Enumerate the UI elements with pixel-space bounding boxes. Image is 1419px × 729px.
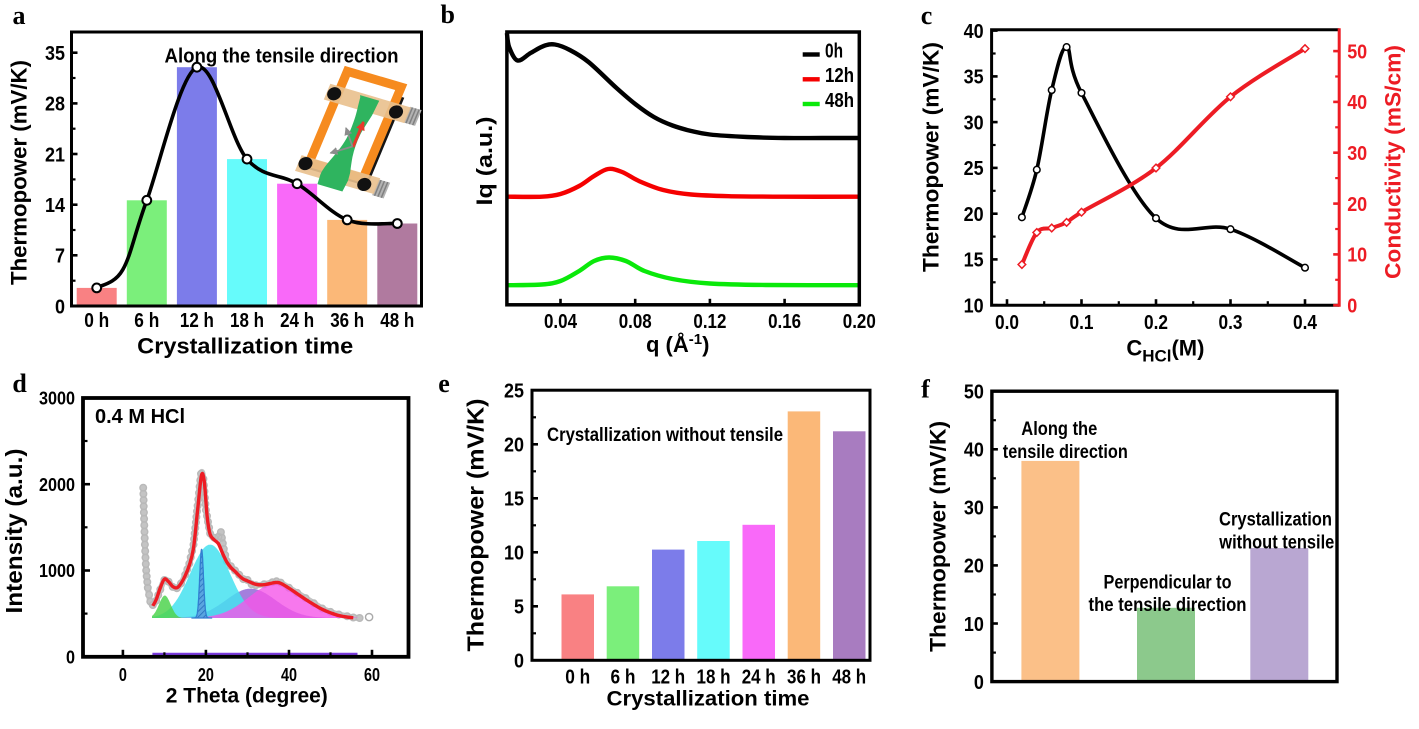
- svg-text:48 h: 48 h: [380, 310, 414, 332]
- svg-text:0.1: 0.1: [1070, 312, 1094, 334]
- svg-text:0: 0: [974, 672, 984, 694]
- svg-text:CHCl(M): CHCl(M): [1126, 336, 1204, 366]
- svg-text:d: d: [12, 369, 27, 398]
- svg-text:Crystallization: Crystallization: [1219, 509, 1332, 531]
- svg-text:Thermopower (mV/K): Thermopower (mV/K): [926, 421, 951, 652]
- svg-text:0.08: 0.08: [619, 311, 652, 333]
- svg-text:50: 50: [1347, 41, 1367, 63]
- svg-text:35: 35: [45, 43, 65, 65]
- svg-text:30: 30: [964, 498, 984, 520]
- svg-text:15: 15: [504, 489, 524, 511]
- svg-text:0.2: 0.2: [1144, 312, 1168, 334]
- svg-text:10: 10: [504, 543, 524, 565]
- svg-text:1000: 1000: [39, 561, 75, 581]
- svg-text:Thermopower (mV/K): Thermopower (mV/K): [918, 42, 943, 272]
- svg-text:21: 21: [45, 144, 65, 166]
- svg-text:48h: 48h: [825, 90, 854, 112]
- svg-text:30: 30: [1347, 143, 1367, 165]
- svg-text:tensile direction: tensile direction: [1003, 441, 1128, 463]
- svg-text:Thermopower (mV/K): Thermopower (mV/K): [463, 399, 489, 652]
- svg-text:0.0: 0.0: [995, 312, 1019, 334]
- svg-text:c: c: [921, 1, 933, 30]
- svg-text:40: 40: [964, 21, 984, 43]
- svg-text:20: 20: [964, 204, 984, 226]
- svg-text:36 h: 36 h: [787, 667, 821, 689]
- svg-text:0.3: 0.3: [1219, 312, 1243, 334]
- svg-text:0 h: 0 h: [565, 667, 590, 689]
- svg-text:0 h: 0 h: [84, 310, 109, 332]
- svg-text:40: 40: [281, 665, 297, 685]
- svg-text:12 h: 12 h: [180, 310, 214, 332]
- svg-text:e: e: [438, 369, 450, 398]
- svg-text:48 h: 48 h: [832, 667, 866, 689]
- svg-text:0.4: 0.4: [1293, 312, 1318, 334]
- svg-text:Along the tensile direction: Along the tensile direction: [165, 45, 399, 68]
- svg-text:25: 25: [504, 381, 524, 403]
- svg-text:40: 40: [1347, 92, 1367, 114]
- svg-text:7: 7: [55, 246, 65, 268]
- svg-text:Perpendicular to: Perpendicular to: [1104, 572, 1232, 594]
- svg-text:15: 15: [964, 250, 984, 272]
- svg-text:Thermopower (mV/K): Thermopower (mV/K): [7, 60, 32, 285]
- svg-text:18 h: 18 h: [697, 667, 731, 689]
- svg-text:0: 0: [514, 651, 524, 673]
- svg-text:10: 10: [1347, 245, 1367, 267]
- svg-text:0h: 0h: [825, 40, 843, 62]
- svg-text:30: 30: [964, 112, 984, 134]
- svg-text:36 h: 36 h: [330, 310, 364, 332]
- svg-text:0.04: 0.04: [544, 311, 578, 333]
- svg-text:a: a: [13, 1, 26, 30]
- svg-text:0: 0: [66, 647, 75, 667]
- svg-text:12 h: 12 h: [651, 667, 685, 689]
- svg-text:0: 0: [119, 665, 127, 685]
- svg-text:Crystallization time: Crystallization time: [137, 334, 353, 359]
- svg-text:0.4 M HCl: 0.4 M HCl: [95, 406, 185, 428]
- svg-text:Crystallization without tensil: Crystallization without tensile: [547, 424, 783, 446]
- svg-text:10: 10: [964, 296, 984, 318]
- svg-text:Iq (a.u.): Iq (a.u.): [472, 117, 497, 206]
- svg-text:50: 50: [964, 382, 984, 404]
- svg-text:Intensity (a.u.): Intensity (a.u.): [1, 449, 27, 614]
- svg-text:24 h: 24 h: [742, 667, 776, 689]
- svg-text:20: 20: [198, 665, 214, 685]
- svg-text:14: 14: [45, 195, 66, 217]
- svg-text:20: 20: [504, 435, 524, 457]
- svg-text:0.16: 0.16: [768, 311, 801, 333]
- svg-text:5: 5: [514, 597, 524, 619]
- svg-text:Conductivity (mS/cm): Conductivity (mS/cm): [1380, 45, 1405, 279]
- svg-text:0.20: 0.20: [843, 311, 876, 333]
- svg-text:28: 28: [45, 94, 65, 116]
- svg-text:20: 20: [964, 556, 984, 578]
- svg-text:25: 25: [964, 158, 984, 180]
- svg-text:0: 0: [55, 296, 65, 318]
- svg-text:Along the: Along the: [1021, 418, 1097, 440]
- svg-text:35: 35: [964, 67, 984, 89]
- svg-text:20: 20: [1347, 194, 1367, 216]
- svg-text:24 h: 24 h: [280, 310, 314, 332]
- svg-text:60: 60: [364, 665, 380, 685]
- svg-text:2 Theta (degree): 2 Theta (degree): [166, 685, 328, 708]
- svg-text:b: b: [440, 0, 454, 29]
- svg-text:3000: 3000: [39, 389, 75, 409]
- svg-text:without tensile: without tensile: [1218, 532, 1334, 554]
- svg-text:2000: 2000: [39, 475, 75, 495]
- svg-text:40: 40: [964, 440, 984, 462]
- svg-text:10: 10: [964, 614, 984, 636]
- svg-text:6 h: 6 h: [134, 310, 159, 332]
- svg-text:f: f: [921, 375, 930, 404]
- svg-text:0: 0: [1347, 296, 1357, 318]
- svg-text:18 h: 18 h: [230, 310, 264, 332]
- svg-text:Crystallization time: Crystallization time: [607, 688, 810, 711]
- svg-text:the tensile direction: the tensile direction: [1089, 594, 1247, 616]
- svg-text:0.12: 0.12: [693, 311, 726, 333]
- svg-text:12h: 12h: [825, 65, 854, 87]
- svg-text:6 h: 6 h: [611, 667, 636, 689]
